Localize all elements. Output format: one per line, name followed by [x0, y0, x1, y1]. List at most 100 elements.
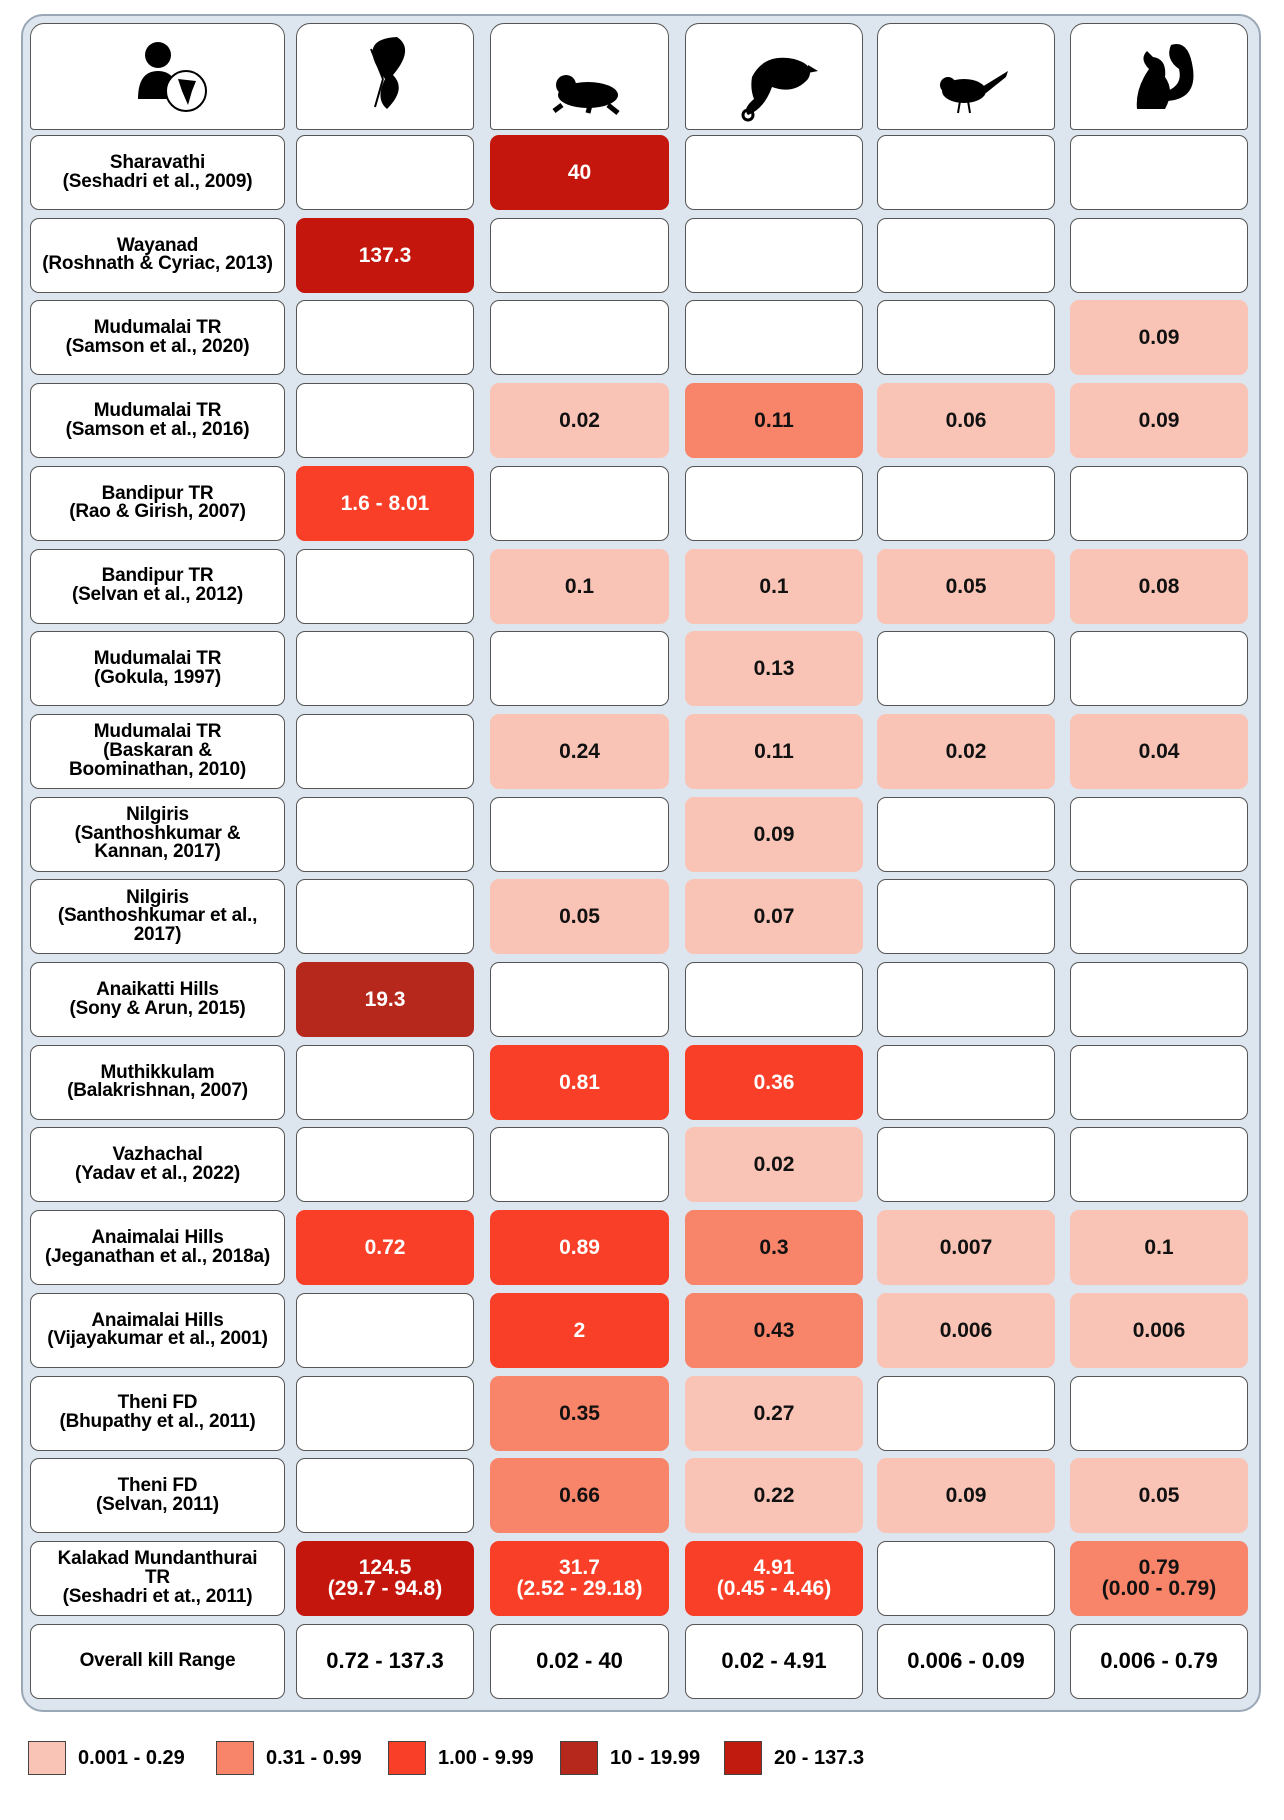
data-cell	[490, 631, 669, 707]
row-label: Vazhachal (Yadav et al., 2022)	[30, 1127, 285, 1203]
data-cell	[685, 217, 863, 293]
legend-label: 0.001 - 0.29	[78, 1746, 185, 1769]
data-cell: 0.007	[877, 1210, 1055, 1286]
data-cell	[877, 1044, 1055, 1120]
row-label: Mudumalai TR (Baskaran & Boominathan, 20…	[30, 713, 285, 789]
header-cell	[296, 23, 474, 130]
data-cell	[1070, 217, 1248, 293]
data-cell	[877, 1540, 1055, 1616]
data-cell: 0.24	[490, 713, 669, 789]
data-cell	[490, 465, 669, 541]
species-icon	[552, 74, 620, 115]
data-cell: 0.006	[1070, 1292, 1248, 1368]
data-cell	[296, 548, 474, 624]
overall-range: 0.02 - 4.91	[685, 1623, 863, 1699]
data-cell: 0.08	[1070, 548, 1248, 624]
data-cell	[490, 217, 669, 293]
data-cell	[877, 962, 1055, 1037]
data-cell	[490, 796, 669, 872]
legend-swatch	[724, 1741, 762, 1775]
species-icon	[741, 57, 818, 121]
row-label: Bandipur TR (Rao & Girish, 2007)	[30, 465, 285, 541]
row-label: Theni FD (Bhupathy et al., 2011)	[30, 1375, 285, 1451]
legend-swatch	[388, 1741, 426, 1775]
data-cell: 0.02	[490, 383, 669, 459]
row-label: Sharavathi (Seshadri et al., 2009)	[30, 135, 285, 210]
data-cell	[877, 631, 1055, 707]
data-cell	[490, 300, 669, 376]
header-cell	[685, 23, 863, 130]
data-cell: 0.36	[685, 1044, 863, 1120]
overall-range: 0.72 - 137.3	[296, 1623, 474, 1699]
legend-swatch	[216, 1741, 254, 1775]
overall-label: Overall kill Range	[30, 1623, 285, 1699]
overall-range: 0.006 - 0.09	[877, 1623, 1055, 1699]
data-cell	[877, 217, 1055, 293]
data-cell: 0.09	[1070, 300, 1248, 376]
legend-item: 20 - 137.3	[724, 1741, 864, 1775]
data-cell	[296, 713, 474, 789]
data-cell	[490, 1127, 669, 1203]
legend-label: 20 - 137.3	[774, 1746, 865, 1769]
data-cell	[296, 879, 474, 955]
site-icon	[137, 41, 207, 112]
data-cell	[877, 300, 1055, 376]
data-cell: 124.5 (29.7 - 94.8)	[296, 1540, 474, 1616]
data-cell	[1070, 465, 1248, 541]
row-label: Mudumalai TR (Samson et al., 2016)	[30, 383, 285, 459]
row-label: Nilgiris (Santhoshkumar & Kannan, 2017)	[30, 796, 285, 872]
overall-range: 0.02 - 40	[490, 1623, 669, 1699]
data-cell	[296, 1375, 474, 1451]
header-cell	[1070, 23, 1248, 130]
data-cell	[685, 465, 863, 541]
data-cell: 0.006	[877, 1292, 1055, 1368]
data-cell: 0.1	[1070, 1210, 1248, 1286]
data-cell: 0.81	[490, 1044, 669, 1120]
data-cell	[296, 796, 474, 872]
data-cell	[1070, 796, 1248, 872]
data-cell: 0.04	[1070, 713, 1248, 789]
data-cell	[685, 135, 863, 210]
data-cell	[1070, 631, 1248, 707]
data-cell: 0.72	[296, 1210, 474, 1286]
data-cell	[296, 1458, 474, 1534]
data-cell: 0.89	[490, 1210, 669, 1286]
legend-label: 1.00 - 9.99	[438, 1746, 534, 1769]
legend-label: 0.31 - 0.99	[266, 1746, 362, 1769]
data-cell: 0.43	[685, 1292, 863, 1368]
data-cell	[877, 465, 1055, 541]
data-cell: 0.07	[685, 879, 863, 955]
species-icon	[940, 70, 1008, 113]
data-cell	[685, 300, 863, 376]
data-cell	[877, 1127, 1055, 1203]
legend-label: 10 - 19.99	[610, 1746, 701, 1769]
data-cell: 0.02	[877, 713, 1055, 789]
data-cell: 2	[490, 1292, 669, 1368]
data-cell: 31.7 (2.52 - 29.18)	[490, 1540, 669, 1616]
row-label: Kalakad Mundanthurai TR (Seshadri et at.…	[30, 1540, 285, 1616]
data-cell	[490, 962, 669, 1037]
data-cell: 0.11	[685, 713, 863, 789]
data-cell	[1070, 879, 1248, 955]
row-label: Muthikkulam (Balakrishnan, 2007)	[30, 1044, 285, 1120]
header-cell	[30, 23, 285, 130]
header-cell	[490, 23, 669, 130]
data-cell	[1070, 135, 1248, 210]
legend-swatch	[560, 1741, 598, 1775]
data-cell	[685, 962, 863, 1037]
data-cell: 0.1	[685, 548, 863, 624]
data-cell: 0.22	[685, 1458, 863, 1534]
data-cell	[877, 796, 1055, 872]
data-cell	[1070, 1127, 1248, 1203]
data-cell: 0.09	[1070, 383, 1248, 459]
row-label: Anaikatti Hills (Sony & Arun, 2015)	[30, 962, 285, 1037]
row-label: Anaimalai Hills (Vijayakumar et al., 200…	[30, 1292, 285, 1368]
data-cell: 0.1	[490, 548, 669, 624]
species-icon	[1136, 43, 1194, 109]
row-label: Wayanad (Roshnath & Cyriac, 2013)	[30, 217, 285, 293]
row-label: Nilgiris (Santhoshkumar et al., 2017)	[30, 879, 285, 955]
legend-item: 1.00 - 9.99	[388, 1741, 534, 1775]
data-cell	[1070, 1375, 1248, 1451]
header-cell	[877, 23, 1055, 130]
